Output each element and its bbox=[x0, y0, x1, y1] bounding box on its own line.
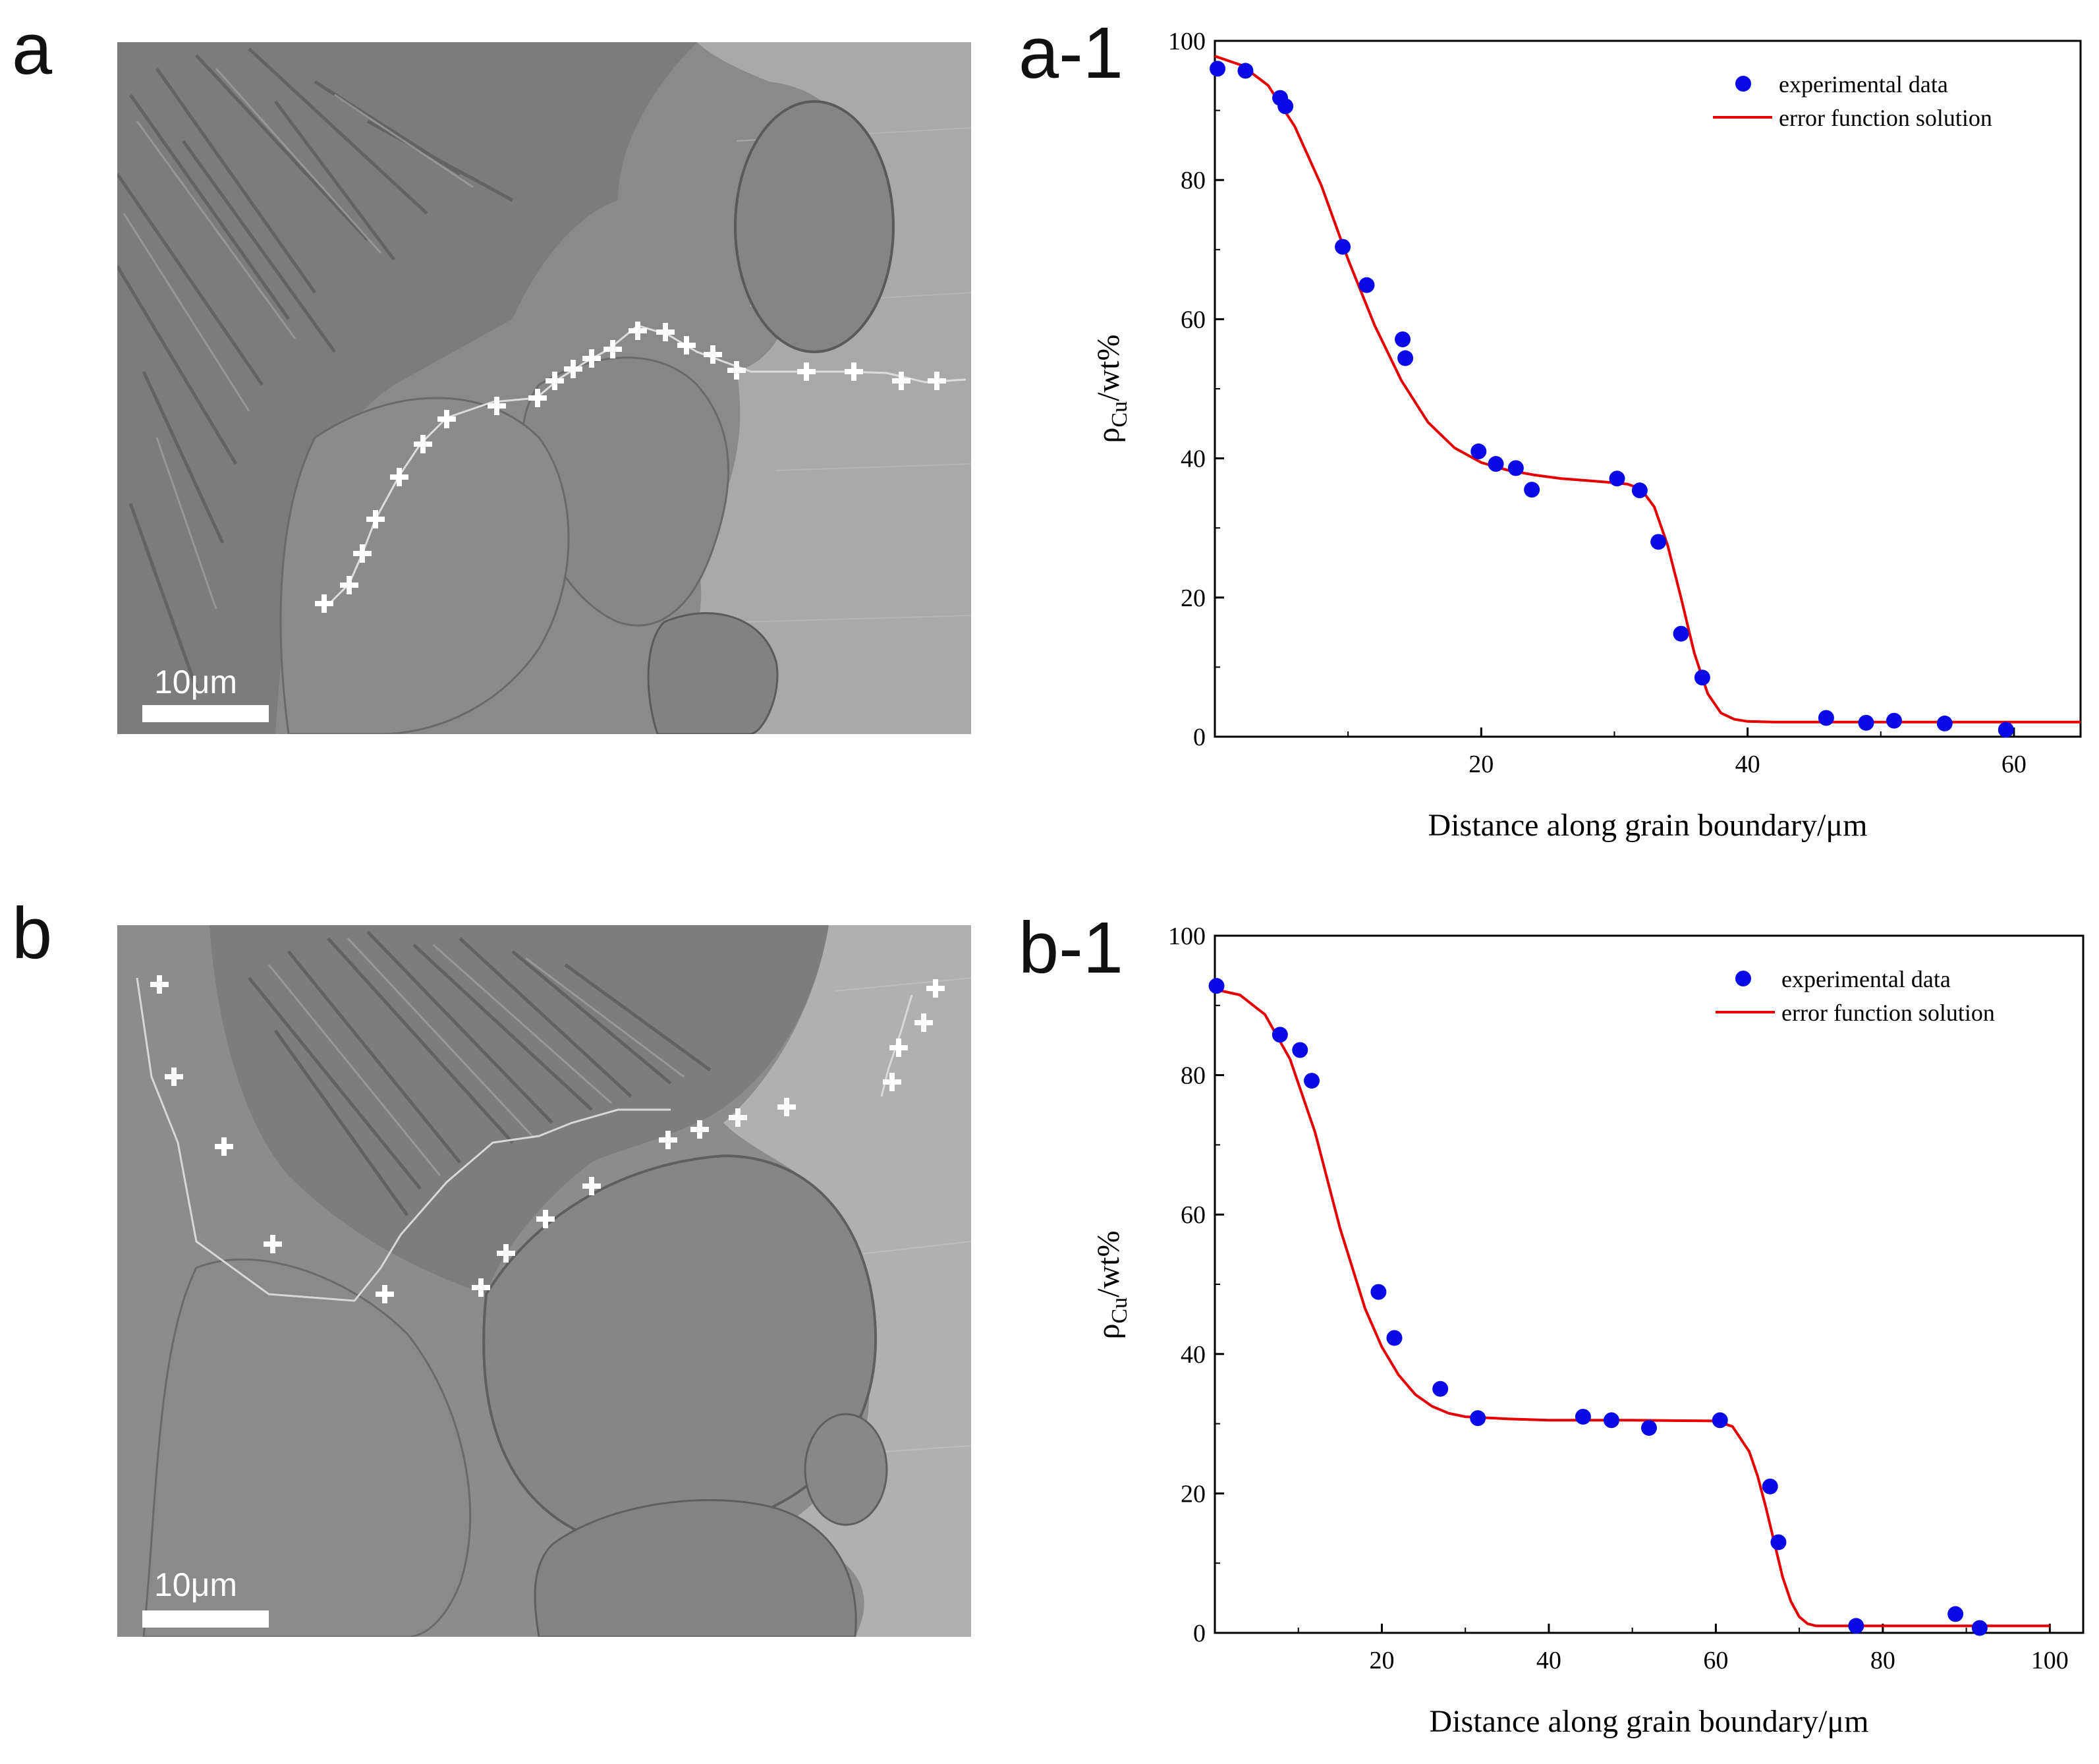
sem-image-b-graphic bbox=[117, 925, 971, 1637]
fit-curve bbox=[1214, 988, 2050, 1628]
data-point bbox=[1712, 1412, 1728, 1429]
chart-panel-label: b-1 bbox=[1019, 907, 1123, 988]
plot-frame bbox=[1214, 40, 2082, 738]
axis-ticks: 0 20 40 60 80 100 20 40 60 80 100 bbox=[1168, 923, 2069, 1674]
sem-image-b: 10μm bbox=[117, 925, 971, 1637]
data-point bbox=[1762, 1478, 1778, 1494]
legend-point-marker bbox=[1735, 76, 1751, 92]
data-point bbox=[1650, 534, 1667, 550]
data-point bbox=[1386, 1330, 1403, 1346]
data-point bbox=[1470, 443, 1487, 460]
y-tick-label: 100 bbox=[1168, 923, 1206, 950]
data-point bbox=[1998, 722, 2014, 738]
x-axis-label: Distance along grain boundary/μm bbox=[1428, 808, 1868, 843]
scale-bar-a bbox=[142, 705, 269, 722]
panel-label-a: a bbox=[12, 9, 53, 90]
data-point bbox=[1304, 1073, 1320, 1089]
chart-panel-label: a-1 bbox=[1019, 13, 1123, 94]
y-axis-label: ρCu/wt% bbox=[1091, 335, 1132, 443]
data-point bbox=[1631, 482, 1648, 499]
data-point bbox=[1358, 277, 1375, 293]
data-point bbox=[1971, 1620, 1988, 1636]
data-point bbox=[1609, 470, 1625, 487]
data-point bbox=[1886, 712, 1902, 729]
y-axis-label-symbol: ρ bbox=[1091, 428, 1126, 443]
measurement-crosses-a bbox=[315, 322, 946, 613]
legend-point-marker bbox=[1735, 971, 1751, 986]
measurement-crosses-b bbox=[150, 975, 945, 1303]
x-tick-label: 20 bbox=[1369, 1647, 1394, 1674]
chart-b-1: b-1 0 20 40 60 80 100 20 40 60 80 100 experimental… bbox=[1019, 907, 2085, 1739]
y-tick-label: 40 bbox=[1181, 1341, 1206, 1369]
y-axis-label-subscript: Cu bbox=[1107, 1297, 1132, 1324]
y-axis-label-subscript: Cu bbox=[1107, 401, 1132, 428]
data-point bbox=[1507, 460, 1524, 476]
data-point bbox=[1818, 710, 1834, 726]
y-tick-label: 80 bbox=[1181, 1062, 1206, 1090]
y-tick-label: 0 bbox=[1193, 724, 1206, 751]
y-axis-label-unit: /wt% bbox=[1091, 335, 1126, 401]
chart-a-1: a-1 0 20 40 60 80 100 20 40 60 experimental data… bbox=[1019, 13, 2082, 843]
data-point bbox=[1335, 239, 1351, 255]
data-point bbox=[1641, 1419, 1657, 1436]
y-axis-label-symbol: ρ bbox=[1091, 1324, 1126, 1340]
x-axis-label: Distance along grain boundary/μm bbox=[1430, 1704, 1869, 1739]
fit-curve bbox=[1214, 55, 2081, 724]
x-tick-label: 20 bbox=[1469, 751, 1494, 778]
data-point bbox=[1237, 63, 1254, 79]
data-point bbox=[1936, 715, 1953, 731]
data-point bbox=[1395, 331, 1411, 348]
data-points bbox=[1208, 978, 1988, 1636]
legend-points-label: experimental data bbox=[1781, 966, 1951, 992]
x-tick-label: 80 bbox=[1870, 1647, 1895, 1674]
x-tick-label: 40 bbox=[1735, 751, 1760, 778]
y-tick-label: 80 bbox=[1181, 167, 1206, 194]
data-point bbox=[1673, 625, 1689, 642]
data-point bbox=[1432, 1380, 1449, 1397]
data-point bbox=[1694, 669, 1710, 686]
scale-label-b: 10μm bbox=[154, 1566, 238, 1603]
y-tick-label: 100 bbox=[1168, 28, 1206, 55]
data-point bbox=[1277, 98, 1294, 115]
data-points bbox=[1210, 61, 2014, 738]
panel-label-b: b bbox=[12, 893, 53, 974]
data-point bbox=[1208, 978, 1225, 994]
legend-points-label: experimental data bbox=[1779, 71, 1948, 98]
data-point bbox=[1524, 482, 1540, 498]
x-tick-label: 60 bbox=[1703, 1647, 1728, 1674]
scale-label-a: 10μm bbox=[154, 664, 238, 700]
legend-line-label: error function solution bbox=[1781, 1000, 1995, 1026]
data-point bbox=[1470, 1410, 1486, 1427]
y-tick-label: 40 bbox=[1181, 445, 1206, 473]
data-point bbox=[1292, 1042, 1308, 1058]
axis-ticks: 0 20 40 60 80 100 20 40 60 bbox=[1168, 28, 2027, 778]
data-point bbox=[1488, 456, 1504, 472]
y-tick-label: 0 bbox=[1193, 1620, 1206, 1647]
y-tick-label: 60 bbox=[1181, 1201, 1206, 1229]
sem-image-a-graphic bbox=[117, 42, 971, 734]
data-point bbox=[1210, 61, 1226, 77]
y-tick-label: 20 bbox=[1181, 1480, 1206, 1508]
data-point bbox=[1575, 1409, 1591, 1425]
x-tick-label: 100 bbox=[2031, 1647, 2069, 1674]
y-axis-label: ρCu/wt% bbox=[1091, 1231, 1132, 1340]
data-point bbox=[1370, 1284, 1387, 1300]
data-point bbox=[1858, 714, 1874, 731]
data-point bbox=[1397, 350, 1414, 366]
x-tick-label: 40 bbox=[1536, 1647, 1561, 1674]
y-tick-label: 60 bbox=[1181, 306, 1206, 333]
scale-bar-b bbox=[142, 1610, 269, 1628]
y-axis-label-unit: /wt% bbox=[1091, 1231, 1126, 1297]
plot-frame bbox=[1214, 934, 2085, 1634]
data-point bbox=[1947, 1606, 1964, 1622]
sem-image-a: 10μm bbox=[117, 42, 971, 734]
data-point bbox=[1770, 1534, 1787, 1551]
x-tick-label: 60 bbox=[2001, 751, 2027, 778]
data-point bbox=[1603, 1412, 1619, 1429]
data-point bbox=[1272, 1027, 1288, 1043]
data-point bbox=[1848, 1618, 1864, 1634]
y-tick-label: 20 bbox=[1181, 584, 1206, 612]
legend-line-label: error function solution bbox=[1779, 105, 1992, 131]
